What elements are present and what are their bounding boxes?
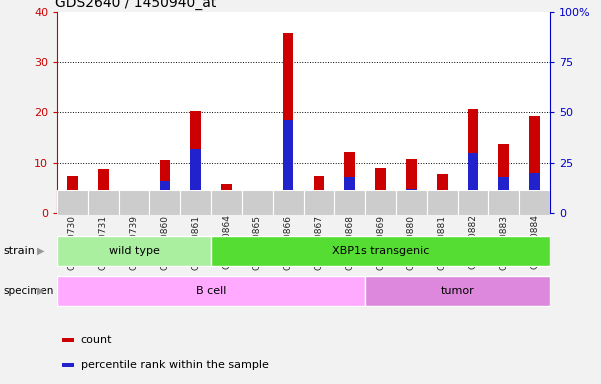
Bar <box>159 181 170 213</box>
Bar <box>273 190 304 215</box>
Text: strain: strain <box>3 245 35 256</box>
Bar <box>437 201 448 213</box>
Bar <box>57 276 365 306</box>
Bar <box>150 190 180 215</box>
Text: specimen: specimen <box>3 286 53 296</box>
Text: XBP1s transgenic: XBP1s transgenic <box>332 245 429 256</box>
Bar <box>468 152 478 213</box>
Text: count: count <box>81 335 112 345</box>
Bar <box>67 176 78 213</box>
Bar <box>314 176 325 213</box>
Text: wild type: wild type <box>109 245 159 256</box>
Bar <box>242 190 273 215</box>
Bar <box>221 201 232 213</box>
Bar <box>498 144 509 213</box>
Bar <box>344 177 355 213</box>
Text: GDS2640 / 1450940_at: GDS2640 / 1450940_at <box>55 0 216 10</box>
Bar <box>129 210 139 213</box>
Bar <box>191 111 201 213</box>
Bar <box>489 190 519 215</box>
Bar <box>211 190 242 215</box>
Text: ▶: ▶ <box>37 245 44 256</box>
Bar <box>88 190 119 215</box>
Bar <box>344 152 355 213</box>
Bar <box>129 210 139 213</box>
Bar <box>375 193 386 213</box>
Bar <box>498 177 509 213</box>
Bar <box>529 173 540 213</box>
Bar <box>211 235 550 266</box>
Bar <box>252 209 263 213</box>
Bar <box>437 174 448 213</box>
Text: tumor: tumor <box>441 286 474 296</box>
Bar <box>98 193 109 213</box>
Bar <box>457 190 489 215</box>
Bar <box>427 190 457 215</box>
Bar <box>62 363 75 367</box>
Bar <box>221 184 232 213</box>
Bar <box>57 235 211 266</box>
Bar <box>57 190 88 215</box>
Text: ▶: ▶ <box>37 286 44 296</box>
Bar <box>282 121 293 213</box>
Bar <box>180 190 211 215</box>
Bar <box>191 149 201 213</box>
Bar <box>119 190 150 215</box>
Bar <box>67 201 78 213</box>
Text: B cell: B cell <box>196 286 227 296</box>
Bar <box>334 190 365 215</box>
Bar <box>365 190 396 215</box>
Bar <box>159 160 170 213</box>
Bar <box>314 201 325 213</box>
Bar <box>468 109 478 213</box>
Bar <box>406 159 416 213</box>
Bar <box>406 189 416 213</box>
Bar <box>252 200 263 213</box>
Bar <box>98 169 109 213</box>
Bar <box>519 190 550 215</box>
Bar <box>62 338 75 342</box>
Bar <box>304 190 334 215</box>
Bar <box>396 190 427 215</box>
Bar <box>365 276 550 306</box>
Text: percentile rank within the sample: percentile rank within the sample <box>81 360 269 370</box>
Bar <box>282 33 293 213</box>
Bar <box>375 168 386 213</box>
Bar <box>529 116 540 213</box>
